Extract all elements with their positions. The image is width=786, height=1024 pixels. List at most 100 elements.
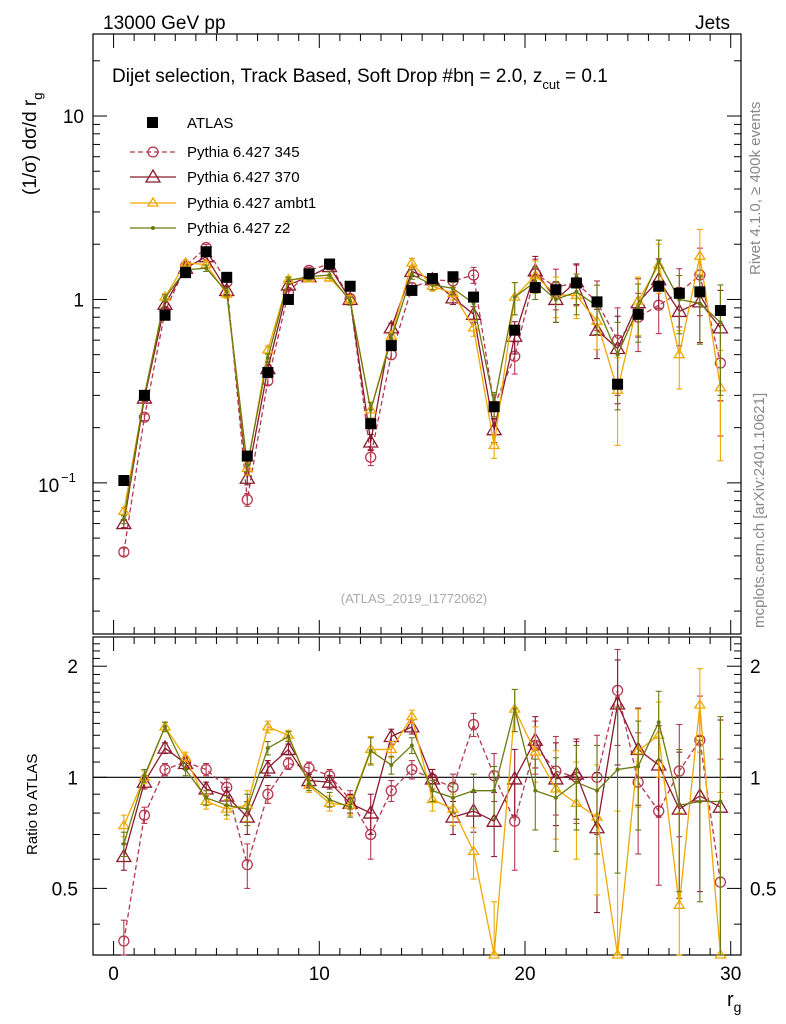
main-ambt1-marker	[446, 287, 460, 297]
legend-label-345: Pythia 6.427 345	[187, 144, 300, 161]
main-ambt1-marker	[693, 250, 707, 260]
ratio-z2-marker	[574, 780, 579, 785]
atlas-data-point	[714, 305, 726, 317]
main-s345-marker	[241, 494, 253, 506]
main-z2-marker	[265, 355, 270, 360]
ratio-s345-marker	[282, 757, 295, 770]
atlas-data-point	[570, 277, 582, 289]
ratio-s345-line	[123, 690, 722, 942]
mcplots-label: mcplots.cern.ch [arXiv:2401.10621]	[751, 393, 768, 628]
main-ambt1-marker	[673, 348, 686, 359]
y-tick-label-main: 10	[38, 476, 59, 497]
ratio-s345-marker	[467, 718, 480, 731]
main-z2-marker	[368, 407, 373, 412]
main-z2-marker	[512, 295, 517, 300]
ratio-s370-marker	[259, 759, 276, 774]
ratio-z2-marker	[327, 797, 332, 802]
x-tick-label: 20	[514, 964, 535, 985]
ratio-z2-marker	[718, 799, 723, 804]
ratio-z2-marker	[471, 788, 476, 793]
ratio-ambt1-marker	[487, 948, 501, 959]
ratio-s345-marker	[406, 763, 418, 776]
main-ambt1-marker	[467, 321, 480, 332]
ratio-z2-marker	[368, 748, 373, 753]
atlas-data-point	[406, 284, 418, 296]
ratio-z2-marker	[286, 734, 291, 739]
ratio-s370-marker	[321, 773, 338, 788]
ratio-ambt1-marker	[405, 710, 419, 721]
ratio-s345-marker	[241, 858, 253, 871]
atlas-data-point	[447, 271, 459, 283]
legend-marker-345	[147, 146, 159, 158]
atlas-data-point	[509, 324, 521, 336]
main-z2-marker	[409, 272, 414, 277]
atlas-data-point	[385, 340, 397, 352]
x-tick-label: 10	[309, 964, 330, 985]
atlas-data-point	[303, 268, 315, 280]
ratio-z2-marker	[183, 767, 188, 772]
ratio-ambt1-marker	[529, 745, 542, 756]
y-tick-label-ratio-right: 0.5	[750, 879, 776, 900]
ratio-plot-frame	[92, 636, 742, 956]
ratio-z2-marker	[307, 781, 311, 786]
x-axis-label: rg	[727, 989, 741, 1015]
main-plot-frame	[92, 33, 742, 635]
main-s345-marker	[138, 411, 151, 423]
ratio-z2-marker	[553, 795, 558, 800]
atlas-data-point	[426, 273, 438, 285]
main-s370-marker	[115, 515, 132, 530]
main-z2-line	[123, 259, 721, 520]
main-z2-marker	[327, 272, 332, 277]
main-s370-marker	[280, 276, 297, 291]
ratio-ambt1-marker	[673, 899, 686, 909]
main-z2-marker	[389, 336, 394, 341]
ratio-s345-marker	[138, 809, 151, 821]
ratio-s370-marker	[506, 770, 523, 785]
ratio-z2-marker	[121, 841, 126, 846]
legend-marker-z2	[151, 226, 155, 230]
ratio-z2-marker	[512, 707, 517, 712]
legend-label-atlas: ATLAS	[187, 115, 233, 132]
x-tick-label: 30	[720, 964, 741, 985]
y-tick-label-ratio-right: 2	[750, 657, 761, 678]
ratio-ambt1-marker	[117, 819, 131, 830]
ratio-ambt1-marker	[385, 743, 398, 754]
ratio-z2-marker	[615, 767, 620, 772]
ratio-z2-marker	[224, 803, 229, 808]
analysis-watermark: (ATLAS_2019_I1772062)	[341, 591, 487, 606]
main-z2-marker	[348, 299, 353, 304]
y-tick-label-ratio-right: 1	[750, 768, 761, 789]
main-z2-marker	[697, 301, 702, 306]
ratio-z2-marker	[430, 788, 435, 793]
ratio-ambt1-marker	[179, 751, 192, 762]
main-y-label-text: (1/σ) dσ/d r	[20, 99, 41, 195]
x-label-text: r	[727, 989, 734, 1011]
main-s370-marker	[465, 305, 482, 320]
ratio-z2-marker	[142, 773, 147, 778]
ratio-ambt1-marker	[714, 948, 727, 959]
ratio-s345-marker	[118, 935, 130, 947]
main-z2-marker	[163, 295, 167, 300]
ratio-s370-marker	[115, 848, 132, 863]
main-s345-marker	[118, 546, 130, 558]
header-left: 13000 GeV pp	[103, 13, 226, 34]
legend-marker-370	[144, 168, 162, 183]
main-ambt1-marker	[179, 256, 192, 267]
ratio-z2-marker	[492, 788, 497, 793]
rivet-label: Rivet 4.1.0, ≥ 400k events	[747, 102, 764, 275]
title-end: = 0.1	[560, 66, 608, 87]
atlas-data-point	[591, 296, 603, 308]
ratio-z2-marker	[677, 803, 682, 808]
ratio-z2-marker	[697, 799, 702, 804]
ratio-z2-marker	[348, 805, 353, 810]
atlas-data-point	[488, 401, 500, 413]
legend-marker-atlas	[147, 117, 158, 128]
main-z2-marker	[245, 463, 250, 468]
legend-marker-ambt1	[146, 196, 160, 207]
ratio-s370-marker	[465, 802, 482, 817]
ratio-s370-marker	[403, 718, 420, 733]
title-sub: cut	[542, 77, 560, 92]
chart-title: Dijet selection, Track Based, Soft Drop …	[112, 66, 608, 92]
